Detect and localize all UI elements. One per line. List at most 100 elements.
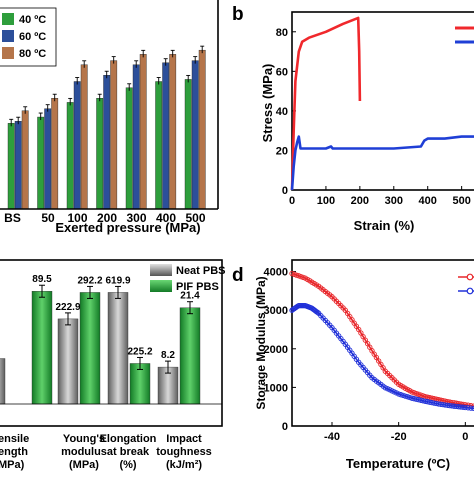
- panel-b-series-line-1: [292, 137, 474, 190]
- panel-a-legend: 40 ºC 60 ºC 80 ºC: [0, 8, 56, 66]
- bar-a-200-s0: [97, 98, 103, 209]
- panel-d-letter: d: [232, 265, 244, 286]
- bar-c-0-s1: [32, 291, 52, 404]
- bar-a-400-s1: [163, 63, 169, 209]
- panel-b-y-tick-label-40: 40: [276, 106, 288, 118]
- bar-a-BS-s1: [15, 121, 21, 209]
- data-label-c-2-s1: 225.2: [127, 346, 152, 357]
- panel-d-x-axis-label: Temperature (ºC): [346, 456, 450, 471]
- panel-b-y-tick-label-20: 20: [276, 145, 288, 157]
- panel-d-x-tick-label--20: -20: [391, 431, 407, 443]
- panel-d-lines: [290, 271, 474, 411]
- panel-c-legend: Neat PBS PIF PBS: [150, 264, 226, 293]
- bar-a-400-s2: [170, 54, 176, 209]
- bar-a-500-s0: [185, 79, 191, 209]
- panel-b-x-tick-label-400: 400: [419, 195, 437, 207]
- panel-d-y-tick-label-0: 0: [282, 421, 288, 433]
- panel-b-x-tick-label-500: 500: [452, 195, 470, 207]
- panel-c-legend-label-0: Neat PBS: [176, 265, 226, 277]
- panel-d-legend: [458, 274, 474, 294]
- panel-b-y-tick-label-0: 0: [282, 185, 288, 197]
- data-label-c-0-s1: 89.5: [32, 274, 52, 285]
- data-label-c-2-s0: 619.9: [105, 275, 130, 286]
- bar-c-3-s1: [180, 308, 200, 404]
- panel-b-x-tick-label-300: 300: [385, 195, 403, 207]
- panel-b-letter: b: [232, 4, 244, 25]
- bar-a-200-s2: [111, 61, 117, 209]
- panel-c-category-1-line-2: (MPa): [69, 459, 99, 471]
- bar-a-50-s1: [45, 109, 51, 209]
- panel-d-x-tick-label-0: 0: [462, 431, 468, 443]
- panel-a-x-tick-BS: BS: [4, 211, 21, 225]
- panel-c-category-2-line-1: at break: [107, 446, 150, 458]
- legend-a-label-0: 40 ºC: [19, 14, 46, 26]
- panel-b-legend: [455, 28, 474, 42]
- panel-b-y-axis-label: Stress (MPa): [260, 64, 275, 143]
- panel-a-x-tick-50: 50: [41, 211, 55, 225]
- panel-d-series-line-1: [292, 306, 474, 410]
- bar-a-100-s0: [67, 102, 73, 209]
- panel-c-legend-swatch-0: [150, 264, 172, 276]
- legend-a-label-2: 80 ºC: [19, 48, 46, 60]
- bar-a-100-s1: [74, 82, 80, 209]
- bar-a-BS-s2: [22, 111, 28, 209]
- panel-b-y-tick-label-60: 60: [276, 66, 288, 78]
- legend-a-swatch-1: [2, 30, 14, 42]
- panel-b-series-line-0: [292, 18, 360, 190]
- legend-a-swatch-0: [2, 13, 14, 25]
- bar-c-1-s0: [58, 319, 78, 404]
- panel-c-category-1-line-1: modulus: [61, 446, 107, 458]
- panel-c-category-2-line-2: (%): [119, 459, 136, 471]
- bar-c-0-s0: [0, 359, 5, 404]
- panel-c-legend-label-1: PIF PBS: [176, 281, 219, 293]
- bar-a-50-s0: [38, 117, 44, 209]
- panel-c-category-0-line-1: ength: [0, 446, 28, 458]
- panel-d-y-axis-label: Storage Modulus (MPa): [254, 276, 268, 409]
- panel-c-category-0-line-0: ensile: [0, 433, 29, 445]
- bar-a-BS-s0: [8, 123, 14, 209]
- panel-d-x-tick-label--40: -40: [324, 431, 340, 443]
- data-label-c-1-s1: 292.2: [77, 275, 102, 286]
- panel-b-x-tick-label-0: 0: [289, 195, 295, 207]
- panel-b-y-tick-label-80: 80: [276, 27, 288, 39]
- panel-c-legend-swatch-1: [150, 280, 172, 292]
- panel-a-x-axis-label: Exerted pressure (MPa): [55, 220, 200, 235]
- legend-a-swatch-2: [2, 47, 14, 59]
- panel-d-x-ticks: -40 -20 0: [324, 422, 468, 443]
- panel-b-x-tick-label-200: 200: [351, 195, 369, 207]
- bar-a-100-s2: [81, 65, 87, 209]
- panel-b: b 0 20 40 60 80 0 100 200 300 400 500 Stress (MPa…: [232, 4, 474, 233]
- bar-a-300-s2: [140, 54, 146, 209]
- bar-a-50-s2: [52, 98, 58, 209]
- panel-b-lines: [292, 18, 474, 190]
- panel-b-x-tick-label-100: 100: [317, 195, 335, 207]
- panel-c-category-3-line-0: Impact: [166, 433, 202, 445]
- data-label-c-3-s0: 8.2: [161, 350, 175, 361]
- panel-c-category-3-line-2: (kJ/m²): [166, 459, 202, 471]
- bar-a-400-s0: [156, 82, 162, 209]
- bar-c-2-s0: [108, 292, 128, 404]
- data-label-c-1-s0: 222.9: [55, 302, 80, 313]
- panel-d-legend-marker-0: [467, 274, 473, 280]
- bar-a-300-s0: [126, 88, 132, 209]
- panel-c-category-labels: ensileengthMPa)Young'smodulus(MPa)Elonga…: [0, 433, 212, 471]
- panel-b-frame: [292, 12, 474, 190]
- panel-a-bars: [8, 46, 205, 209]
- bar-a-200-s1: [104, 75, 110, 209]
- panel-c-category-3-line-1: toughness: [156, 446, 212, 458]
- panel-c-category-2-line-0: Elongation: [100, 433, 157, 445]
- panel-b-x-axis-label: Strain (%): [354, 218, 415, 233]
- bar-a-300-s1: [133, 65, 139, 209]
- bar-a-500-s1: [192, 61, 198, 209]
- bar-a-500-s2: [199, 50, 205, 209]
- panel-d-legend-marker-1: [467, 288, 473, 294]
- legend-a-label-1: 60 ºC: [19, 31, 46, 43]
- panel-b-x-ticks: 0 100 200 300 400 500: [289, 186, 471, 207]
